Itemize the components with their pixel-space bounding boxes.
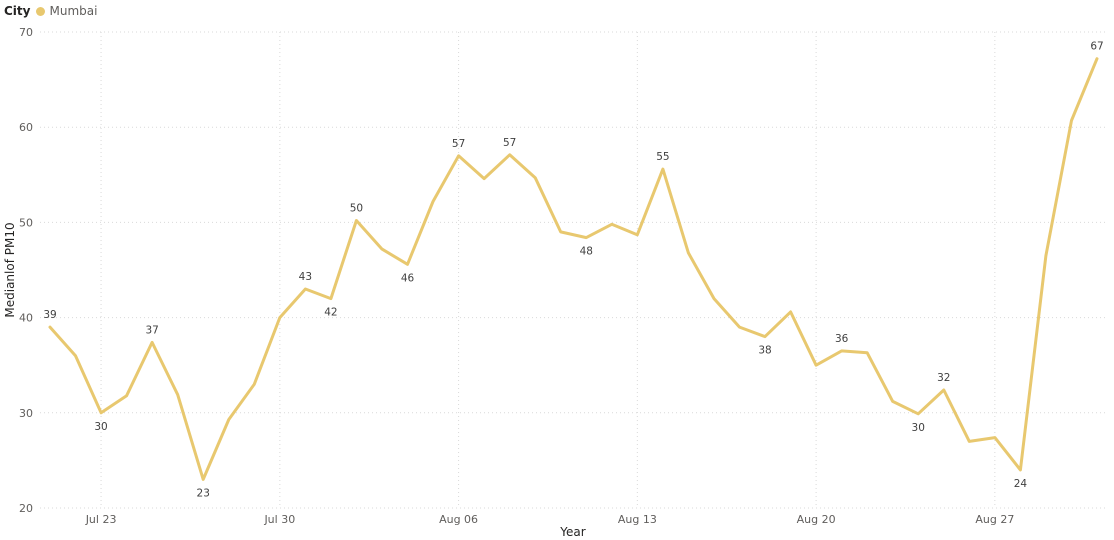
- x-tick-label: Aug 27: [975, 513, 1014, 526]
- data-label: 32: [937, 372, 950, 384]
- data-label: 67: [1090, 41, 1103, 53]
- legend-item-label: Mumbai: [49, 4, 98, 18]
- data-label: 57: [452, 138, 465, 150]
- data-label: 38: [758, 345, 771, 357]
- legend-swatch-icon: [36, 6, 46, 16]
- legend: City Mumbai: [4, 4, 97, 18]
- data-label: 30: [94, 421, 107, 433]
- legend-item-mumbai[interactable]: Mumbai: [36, 4, 97, 18]
- data-label: 43: [299, 271, 312, 283]
- y-axis: 20 30 40 50 60 70: [19, 26, 33, 515]
- data-label: 24: [1014, 478, 1028, 490]
- y-tick-label: 70: [19, 26, 33, 39]
- y-axis-title: Medianlof PM10: [3, 222, 17, 317]
- x-tick-label: Aug 20: [797, 513, 836, 526]
- y-tick-label: 30: [19, 407, 33, 420]
- data-label: 48: [580, 246, 593, 258]
- series-mumbai: [48, 57, 1099, 481]
- legend-title: City: [4, 4, 31, 18]
- data-label: 23: [197, 487, 210, 499]
- data-label: 39: [43, 309, 56, 321]
- series-line-mumbai[interactable]: [48, 57, 1099, 481]
- y-tick-label: 40: [19, 312, 33, 325]
- y-tick-label: 50: [19, 216, 33, 229]
- gridlines: [40, 31, 1105, 509]
- data-label: 36: [835, 333, 849, 345]
- x-axis-title: Year: [559, 525, 585, 539]
- data-label: 50: [350, 202, 363, 214]
- y-tick-label: 20: [19, 502, 33, 515]
- x-tick-label: Jul 30: [263, 513, 295, 526]
- data-label: 42: [324, 307, 337, 319]
- x-tick-label: Aug 06: [439, 513, 478, 526]
- data-label: 57: [503, 137, 516, 149]
- x-tick-label: Aug 13: [618, 513, 657, 526]
- data-label: 30: [912, 422, 925, 434]
- y-tick-label: 60: [19, 121, 33, 134]
- data-labels: 39 30 37 23 43 42 50 46 57 57 48 55 38 36 30 32 24 67: [43, 41, 1103, 500]
- data-label: 37: [145, 324, 158, 336]
- data-label: 55: [656, 151, 669, 163]
- data-label: 46: [401, 272, 415, 284]
- x-tick-label: Jul 23: [85, 513, 117, 526]
- x-axis: Jul 23 Jul 30 Aug 06 Aug 13 Aug 20 Aug 27: [85, 513, 1015, 526]
